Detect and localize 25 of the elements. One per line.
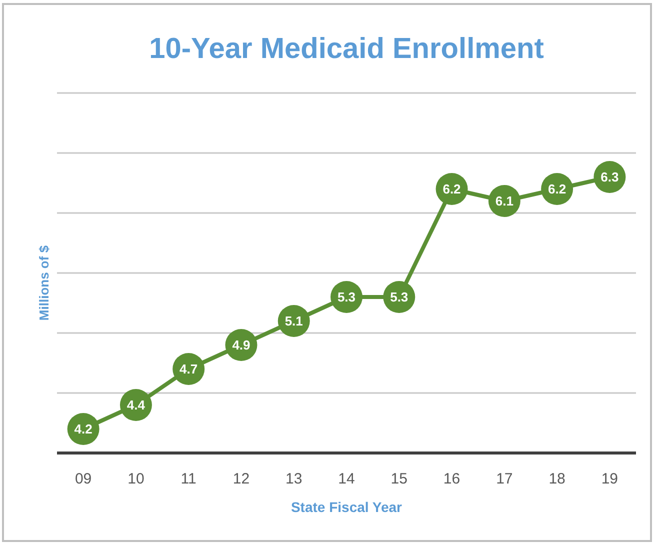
x-tick-label: 11 — [180, 470, 196, 488]
data-label: 6.3 — [600, 170, 619, 185]
data-label: 6.2 — [548, 182, 566, 197]
chart-title: 10-Year Medicaid Enrollment — [149, 33, 544, 65]
data-label: 6.2 — [442, 182, 461, 197]
data-label: 4.4 — [126, 398, 146, 413]
x-tick-label: 10 — [128, 470, 144, 488]
data-label: 6.1 — [495, 194, 514, 209]
x-tick-label: 19 — [601, 470, 618, 488]
data-label: 5.1 — [284, 314, 303, 329]
x-tick-label: 14 — [338, 470, 355, 488]
data-label: 5.3 — [337, 290, 356, 305]
x-axis-title: State Fiscal Year — [290, 498, 403, 515]
data-label: 5.3 — [390, 290, 408, 305]
y-axis-title: Millions of $ — [36, 244, 52, 321]
x-tick-label: 15 — [390, 470, 408, 488]
data-label: 4.2 — [74, 422, 92, 437]
data-label: 4.9 — [232, 338, 250, 353]
x-tick-label: 17 — [496, 470, 513, 488]
x-tick-label: 16 — [443, 470, 460, 488]
x-tick-label: 13 — [286, 470, 302, 488]
x-tick-label: 09 — [74, 470, 92, 488]
data-label: 4.7 — [180, 362, 198, 377]
x-tick-label: 18 — [548, 470, 566, 488]
x-tick-label: 12 — [232, 470, 250, 488]
